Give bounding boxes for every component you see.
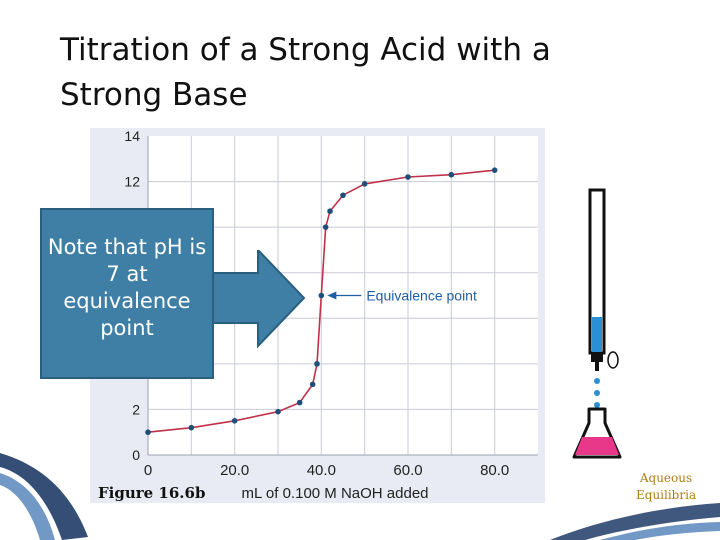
titration-apparatus-icon (572, 188, 622, 459)
data-point (491, 167, 498, 173)
stopcock-icon (607, 351, 619, 369)
data-point (318, 292, 325, 299)
data-point (296, 399, 303, 406)
slide-title: Titration of a Strong Acid with a Strong… (60, 28, 680, 118)
x-tick-label: 80.0 (480, 462, 509, 479)
data-point (275, 408, 281, 415)
corner-watermark: Aqueous Equilibria (636, 470, 696, 504)
data-point (322, 224, 329, 230)
slide-title-line-1: Titration of a Strong Acid with a (60, 32, 551, 68)
erlenmeyer-flask-icon (572, 407, 622, 459)
x-tick-label: 40.0 (307, 462, 336, 479)
corner-text-line-1: Aqueous (639, 471, 693, 485)
burette-icon (588, 188, 606, 371)
y-tick-label: 0 (132, 447, 140, 463)
x-tick-label: 20.0 (220, 462, 249, 479)
y-tick-label: 12 (124, 174, 140, 190)
data-point (231, 418, 238, 424)
x-tick-label: 60.0 (393, 462, 422, 479)
data-point (327, 208, 333, 214)
data-points (145, 167, 498, 436)
corner-text-line-2: Equilibria (636, 488, 697, 502)
data-point (314, 361, 320, 367)
callout-note: Note that pH is 7 at equivalence point (40, 208, 214, 379)
data-point (340, 192, 346, 199)
data-point (448, 171, 455, 178)
y-tick-label: 2 (132, 401, 140, 417)
y-tick-label: 14 (124, 128, 140, 144)
equivalence-point-label: Equivalence point (366, 288, 477, 304)
slide-title-line-2: Strong Base (60, 77, 248, 113)
titration-curve-chart: 0 2 12 14 0 20.0 40.0 60.0 80.0 Equivalence poi… (90, 128, 545, 503)
data-point (309, 381, 316, 388)
data-point (145, 429, 151, 436)
x-tick-label: 0 (144, 462, 152, 479)
callout-arrow-icon (200, 250, 306, 349)
equivalence-point-arrowhead (327, 291, 337, 300)
x-tick-labels: 0 20.0 40.0 60.0 80.0 (144, 462, 509, 479)
data-point (188, 424, 195, 431)
data-point (405, 174, 411, 180)
x-axis-label: mL of 0.100 M NaOH added (241, 485, 428, 502)
data-point (361, 181, 368, 187)
figure-label: Figure 16.6b (98, 484, 206, 502)
decorative-swoosh (0, 453, 720, 540)
y-tick-labels: 0 2 12 14 (124, 128, 140, 463)
